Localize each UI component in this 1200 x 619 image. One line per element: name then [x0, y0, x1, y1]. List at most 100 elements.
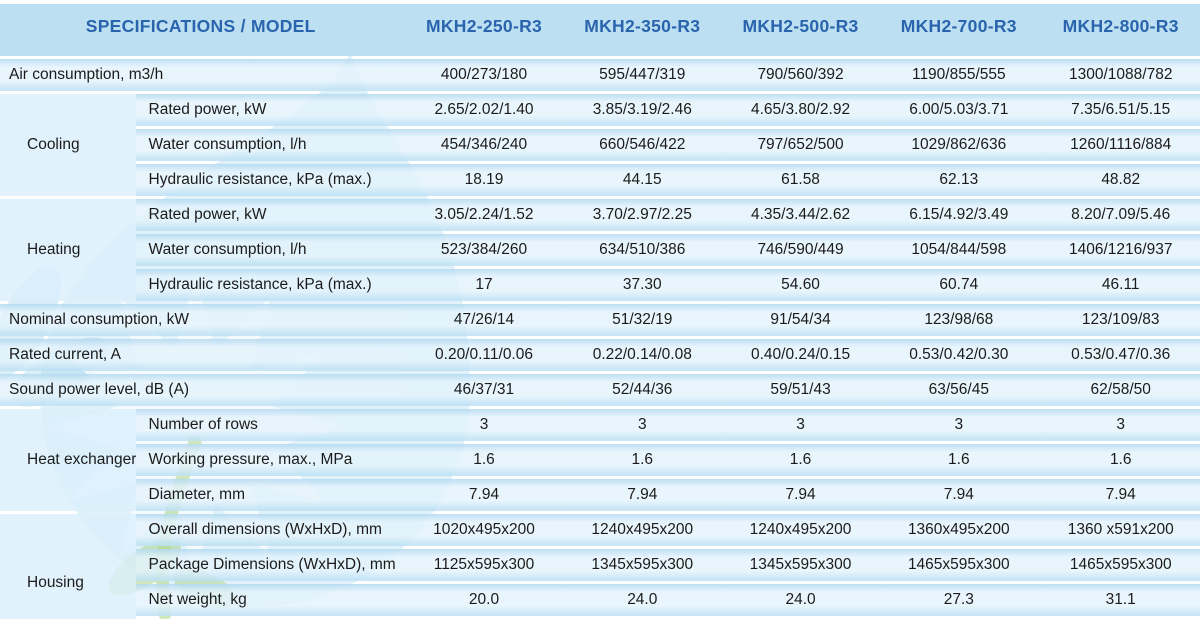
- spec-value: 1260/1116/884: [1034, 129, 1200, 161]
- spec-value: 4.35/3.44/2.62: [717, 199, 877, 231]
- table-row: Housing Overall dimensions (WxHxD), mm 102…: [0, 514, 1200, 619]
- spec-value: 1465x595x300: [876, 549, 1035, 581]
- spec-value: 1029/862/636: [876, 129, 1035, 161]
- spec-value: 31.1: [1034, 584, 1200, 616]
- spec-value: 63/56/45: [876, 374, 1035, 406]
- spec-label: Rated power, kW: [135, 199, 402, 231]
- table-row: Heat exchanger Number of rows 3 3 3 3 3: [0, 409, 1200, 511]
- spec-value: 1.6: [717, 444, 877, 476]
- spec-value: 1406/1216/937: [1034, 234, 1200, 266]
- spec-value: 1.6: [1034, 444, 1200, 476]
- spec-label: Sound power level, dB (A): [0, 374, 402, 406]
- spec-value: 61.58: [717, 164, 877, 196]
- spec-label: Water consumption, l/h: [135, 129, 402, 161]
- spec-value: 48.82: [1034, 164, 1200, 196]
- table-row: Net weight, kg 20.0 24.0 24.0 27.3 31.1: [0, 584, 1200, 616]
- spec-value: 1020x495x200: [401, 514, 560, 546]
- spec-value: 660/546/422: [559, 129, 718, 161]
- spec-value: 1054/844/598: [876, 234, 1035, 266]
- spec-value: 59/51/43: [717, 374, 877, 406]
- spec-label: Nominal consumption, kW: [0, 304, 402, 336]
- spec-value: 7.94: [401, 479, 560, 511]
- spec-value: 3: [876, 409, 1035, 441]
- table-row: Air consumption, m3/h 400/273/180 595/447/…: [0, 59, 1200, 91]
- spec-value: 0.53/0.42/0.30: [876, 339, 1035, 371]
- spec-value: 24.0: [559, 584, 718, 616]
- spec-value: 37.30: [559, 269, 718, 301]
- group-label: Heating: [0, 199, 136, 301]
- spec-value: 1.6: [876, 444, 1035, 476]
- spec-value: 123/109/83: [1034, 304, 1200, 336]
- spec-value: 7.94: [1034, 479, 1200, 511]
- table-row: Working pressure, max., MPa 1.6 1.6 1.6 1.6 1…: [0, 444, 1200, 476]
- spec-value: 3: [401, 409, 560, 441]
- spec-value: 47/26/14: [401, 304, 560, 336]
- model-column-header: MKH2-350-R3: [559, 4, 718, 56]
- spec-value: 3.85/3.19/2.46: [559, 94, 718, 126]
- spec-label: Hydraulic resistance, kPa (max.): [135, 269, 402, 301]
- spec-value: 3.05/2.24/1.52: [401, 199, 560, 231]
- spec-value: 790/560/392: [717, 59, 877, 91]
- table-row: Water consumption, l/h 454/346/240 660/546…: [0, 129, 1200, 161]
- table-row: Water consumption, l/h 523/384/260 634/510…: [0, 234, 1200, 266]
- spec-value: 400/273/180: [401, 59, 560, 91]
- spec-value: 51/32/19: [559, 304, 718, 336]
- model-column-header: MKH2-800-R3: [1034, 4, 1200, 56]
- spec-value: 1360 x591x200: [1034, 514, 1200, 546]
- spec-value: 1.6: [559, 444, 718, 476]
- spec-value: 1345x595x300: [559, 549, 718, 581]
- spec-label: Air consumption, m3/h: [0, 59, 402, 91]
- spec-value: 18.19: [401, 164, 560, 196]
- spec-value: 7.94: [876, 479, 1035, 511]
- table-row: Diameter, mm 7.94 7.94 7.94 7.94 7.94: [0, 479, 1200, 511]
- spec-value: 1345x595x300: [717, 549, 877, 581]
- table-row: Heating Rated power, kW 3.05/2.24/1.52 3.70…: [0, 199, 1200, 301]
- spec-value: 1360x495x200: [876, 514, 1035, 546]
- spec-value: 1125x595x300: [401, 549, 560, 581]
- spec-value: 54.60: [717, 269, 877, 301]
- spec-value: 1190/855/555: [876, 59, 1035, 91]
- spec-label: Water consumption, l/h: [135, 234, 402, 266]
- spec-value: 62.13: [876, 164, 1035, 196]
- spec-value: 1300/1088/782: [1034, 59, 1200, 91]
- table-row: Sound power level, dB (A) 46/37/31 52/44/3…: [0, 374, 1200, 406]
- spec-value: 7.94: [559, 479, 718, 511]
- spec-value: 52/44/36: [559, 374, 718, 406]
- spec-value: 454/346/240: [401, 129, 560, 161]
- header-row: SPECIFICATIONS / MODEL MKH2-250-R3 MKH2-3…: [0, 4, 1200, 56]
- group-label: Housing: [0, 514, 136, 619]
- model-column-header: MKH2-700-R3: [876, 4, 1035, 56]
- spec-value: 0.22/0.14/0.08: [559, 339, 718, 371]
- table-row: Rated current, A 0.20/0.11/0.06 0.22/0.14/…: [0, 339, 1200, 371]
- spec-label: Hydraulic resistance, kPa (max.): [135, 164, 402, 196]
- model-column-header: MKH2-500-R3: [717, 4, 877, 56]
- spec-value: 4.65/3.80/2.92: [717, 94, 877, 126]
- table-row: Package Dimensions (WxHxD), mm 1125x595x3…: [0, 549, 1200, 581]
- spec-value: 6.00/5.03/3.71: [876, 94, 1035, 126]
- spec-value: 1465x595x300: [1034, 549, 1200, 581]
- spec-value: 24.0: [717, 584, 877, 616]
- spec-value: 7.35/6.51/5.15: [1034, 94, 1200, 126]
- spec-value: 91/54/34: [717, 304, 877, 336]
- spec-value: 1.6: [401, 444, 560, 476]
- spec-label: Net weight, kg: [135, 584, 402, 616]
- model-column-header: MKH2-250-R3: [401, 4, 560, 56]
- spec-value: 17: [401, 269, 560, 301]
- spec-value: 27.3: [876, 584, 1035, 616]
- spec-value: 595/447/319: [559, 59, 718, 91]
- table-row: Hydraulic resistance, kPa (max.) 18.19 44.…: [0, 164, 1200, 196]
- spec-value: 6.15/4.92/3.49: [876, 199, 1035, 231]
- table-row: Nominal consumption, kW 47/26/14 51/32/19 9…: [0, 304, 1200, 336]
- spec-value: 3: [1034, 409, 1200, 441]
- group-label: Cooling: [0, 94, 136, 196]
- spec-table-body: Air consumption, m3/h 400/273/180 595/447/…: [0, 59, 1200, 619]
- spec-value: 3.70/2.97/2.25: [559, 199, 718, 231]
- spec-value: 46/37/31: [401, 374, 560, 406]
- spec-label: Working pressure, max., MPa: [135, 444, 402, 476]
- spec-value: 2.65/2.02/1.40: [401, 94, 560, 126]
- spec-value: 7.94: [717, 479, 877, 511]
- spec-value: 1240x495x200: [559, 514, 718, 546]
- spec-value: 20.0: [401, 584, 560, 616]
- spec-value: 0.20/0.11/0.06: [401, 339, 560, 371]
